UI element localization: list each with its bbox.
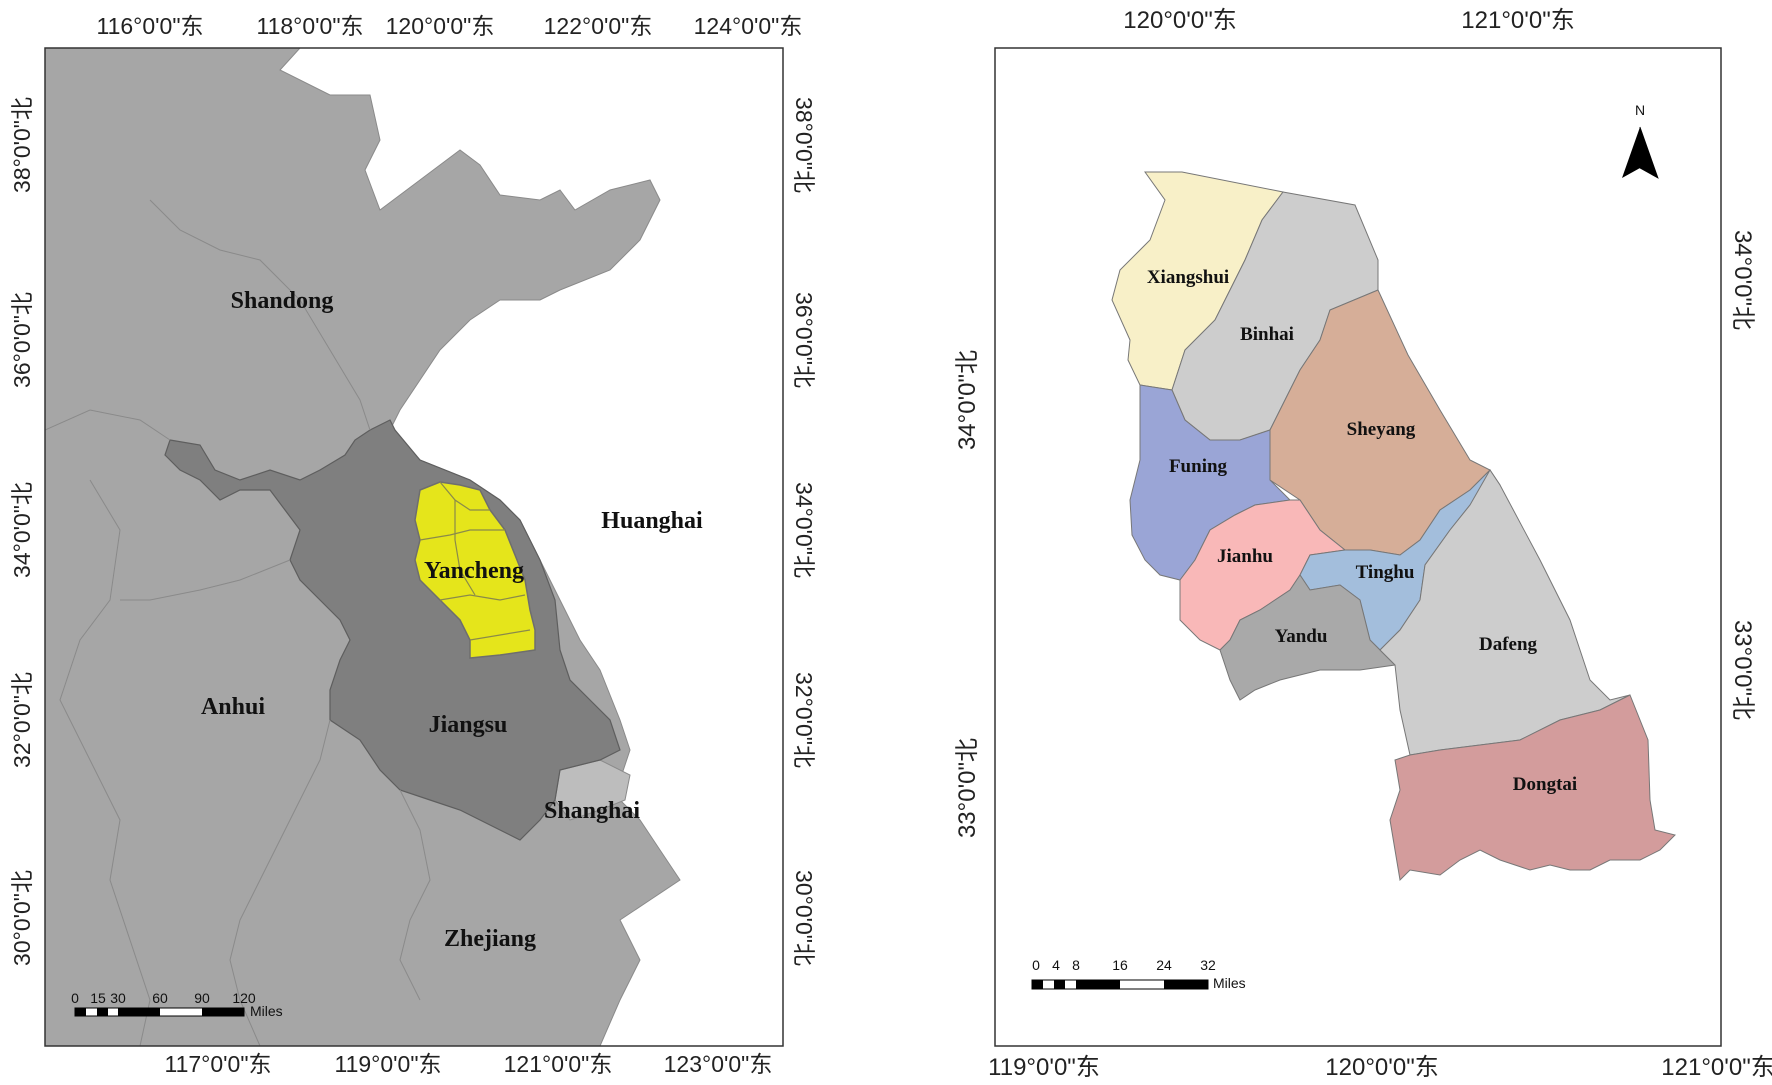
left-scale-bar: 0 15 30 60 90 120 Miles: [71, 990, 283, 1019]
scale-tick: 0: [1032, 957, 1040, 973]
left-bottom-lon-label: 121°0'0"东: [504, 1051, 613, 1077]
left-top-lon-label: 118°0'0"东: [256, 13, 363, 39]
left-bottom-lon-label: 117°0'0"东: [164, 1051, 271, 1077]
left-left-lat-label: 32°0'0"北: [9, 672, 35, 768]
right-bottom-lon-label: 121°0'0"东: [1661, 1054, 1772, 1081]
left-right-lat-label: 36°0'0"北: [791, 292, 817, 388]
left-left-lat-label: 34°0'0"北: [9, 482, 35, 578]
scale-tick: 24: [1156, 957, 1172, 973]
left-right-lat-label: 34°0'0"北: [791, 482, 817, 578]
right-map: 120°0'0"东 121°0'0"东 119°0'0"东 120°0'0"东 …: [954, 7, 1772, 1081]
district-label-jianhu: Jianhu: [1217, 546, 1273, 567]
left-left-lat-label: 38°0'0"北: [9, 97, 35, 193]
left-left-lat-label: 36°0'0"北: [9, 292, 35, 388]
scale-tick: 30: [110, 990, 126, 1006]
scale-tick: 120: [232, 990, 256, 1006]
right-top-lon-label: 121°0'0"东: [1461, 7, 1574, 34]
left-right-lat-label: 32°0'0"北: [791, 672, 817, 768]
district-label-dongtai: Dongtai: [1513, 774, 1577, 795]
scale-tick: 32: [1200, 957, 1216, 973]
left-left-lat-label: 30°0'0"北: [9, 870, 35, 966]
scale-tick: 90: [194, 990, 210, 1006]
scale-tick: 15: [90, 990, 106, 1006]
district-label-yandu: Yandu: [1275, 626, 1328, 647]
scale-tick: 16: [1112, 957, 1128, 973]
region-label-shanghai: Shanghai: [544, 798, 640, 824]
left-map-frame: [44, 47, 784, 1047]
left-top-lon-label: 120°0'0"东: [386, 13, 495, 39]
district-label-dafeng: Dafeng: [1479, 634, 1538, 655]
district-dongtai: [1389, 694, 1676, 882]
region-label-jiangsu: Jiangsu: [429, 712, 508, 738]
region-label-yancheng: Yancheng: [424, 558, 524, 584]
yancheng-area: [414, 481, 536, 659]
left-top-lon-label: 124°0'0"东: [694, 13, 803, 39]
north-label: N: [1635, 102, 1645, 118]
district-label-binhai: Binhai: [1240, 324, 1294, 345]
jiangsu-area: [164, 419, 621, 841]
right-left-lat-label: 34°0'0"北: [954, 350, 981, 450]
district-label-xiangshui: Xiangshui: [1147, 267, 1229, 288]
province-borders: [45, 199, 431, 1046]
district-label-sheyang: Sheyang: [1347, 419, 1416, 440]
right-right-lat-label: 33°0'0"北: [1729, 620, 1756, 720]
right-bottom-lon-label: 119°0'0"东: [988, 1054, 1100, 1081]
right-right-lat-label: 34°0'0"北: [1729, 230, 1756, 330]
right-bottom-lon-label: 120°0'0"东: [1325, 1054, 1438, 1081]
left-top-lon-label: 116°0'0"东: [96, 13, 203, 39]
left-top-lon-label: 122°0'0"东: [544, 13, 653, 39]
region-label-huanghai: Huanghai: [601, 508, 703, 534]
right-scale-bar: 0 4 8 16 24 32 Miles: [1031, 957, 1246, 991]
shanghai-area: [554, 759, 631, 821]
left-right-lat-label: 38°0'0"北: [791, 97, 817, 193]
district-label-tinghu: Tinghu: [1356, 562, 1415, 583]
scale-tick: 8: [1072, 957, 1080, 973]
north-arrow-icon: N: [1622, 102, 1659, 179]
left-map: 116°0'0"东 118°0'0"东 120°0'0"东 122°0'0"东 …: [9, 13, 817, 1077]
left-right-lat-label: 30°0'0"北: [791, 870, 817, 966]
scale-unit: Miles: [250, 1003, 283, 1019]
right-top-lon-label: 120°0'0"东: [1123, 7, 1236, 34]
district-yandu: [1219, 574, 1397, 701]
yancheng-district-borders: [419, 481, 531, 641]
scale-unit: Miles: [1213, 975, 1246, 991]
left-bottom-lon-label: 119°0'0"东: [334, 1051, 441, 1077]
region-label-anhui: Anhui: [201, 694, 265, 720]
scale-tick: 0: [71, 990, 79, 1006]
region-label-zhejiang: Zhejiang: [444, 926, 536, 952]
scale-tick: 60: [152, 990, 168, 1006]
right-left-lat-label: 33°0'0"北: [954, 738, 981, 838]
left-bottom-lon-label: 123°0'0"东: [664, 1051, 773, 1077]
region-label-shandong: Shandong: [231, 288, 334, 314]
district-label-funing: Funing: [1169, 456, 1228, 477]
scale-tick: 4: [1052, 957, 1060, 973]
